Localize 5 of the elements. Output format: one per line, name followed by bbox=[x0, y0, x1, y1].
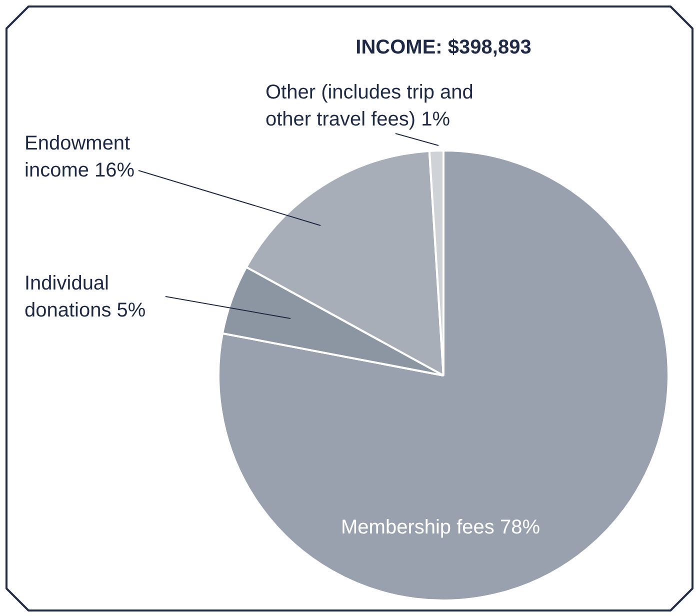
slice-label: Endowment income 16% bbox=[24, 132, 135, 182]
slice-label: Membership fees 78% bbox=[341, 516, 540, 538]
slice-label: Other (includes trip and other travel fees) 1% bbox=[266, 82, 474, 130]
chart-title: INCOME: $398,893 bbox=[356, 36, 532, 58]
slice-label: Individual donations 5% bbox=[24, 272, 146, 322]
